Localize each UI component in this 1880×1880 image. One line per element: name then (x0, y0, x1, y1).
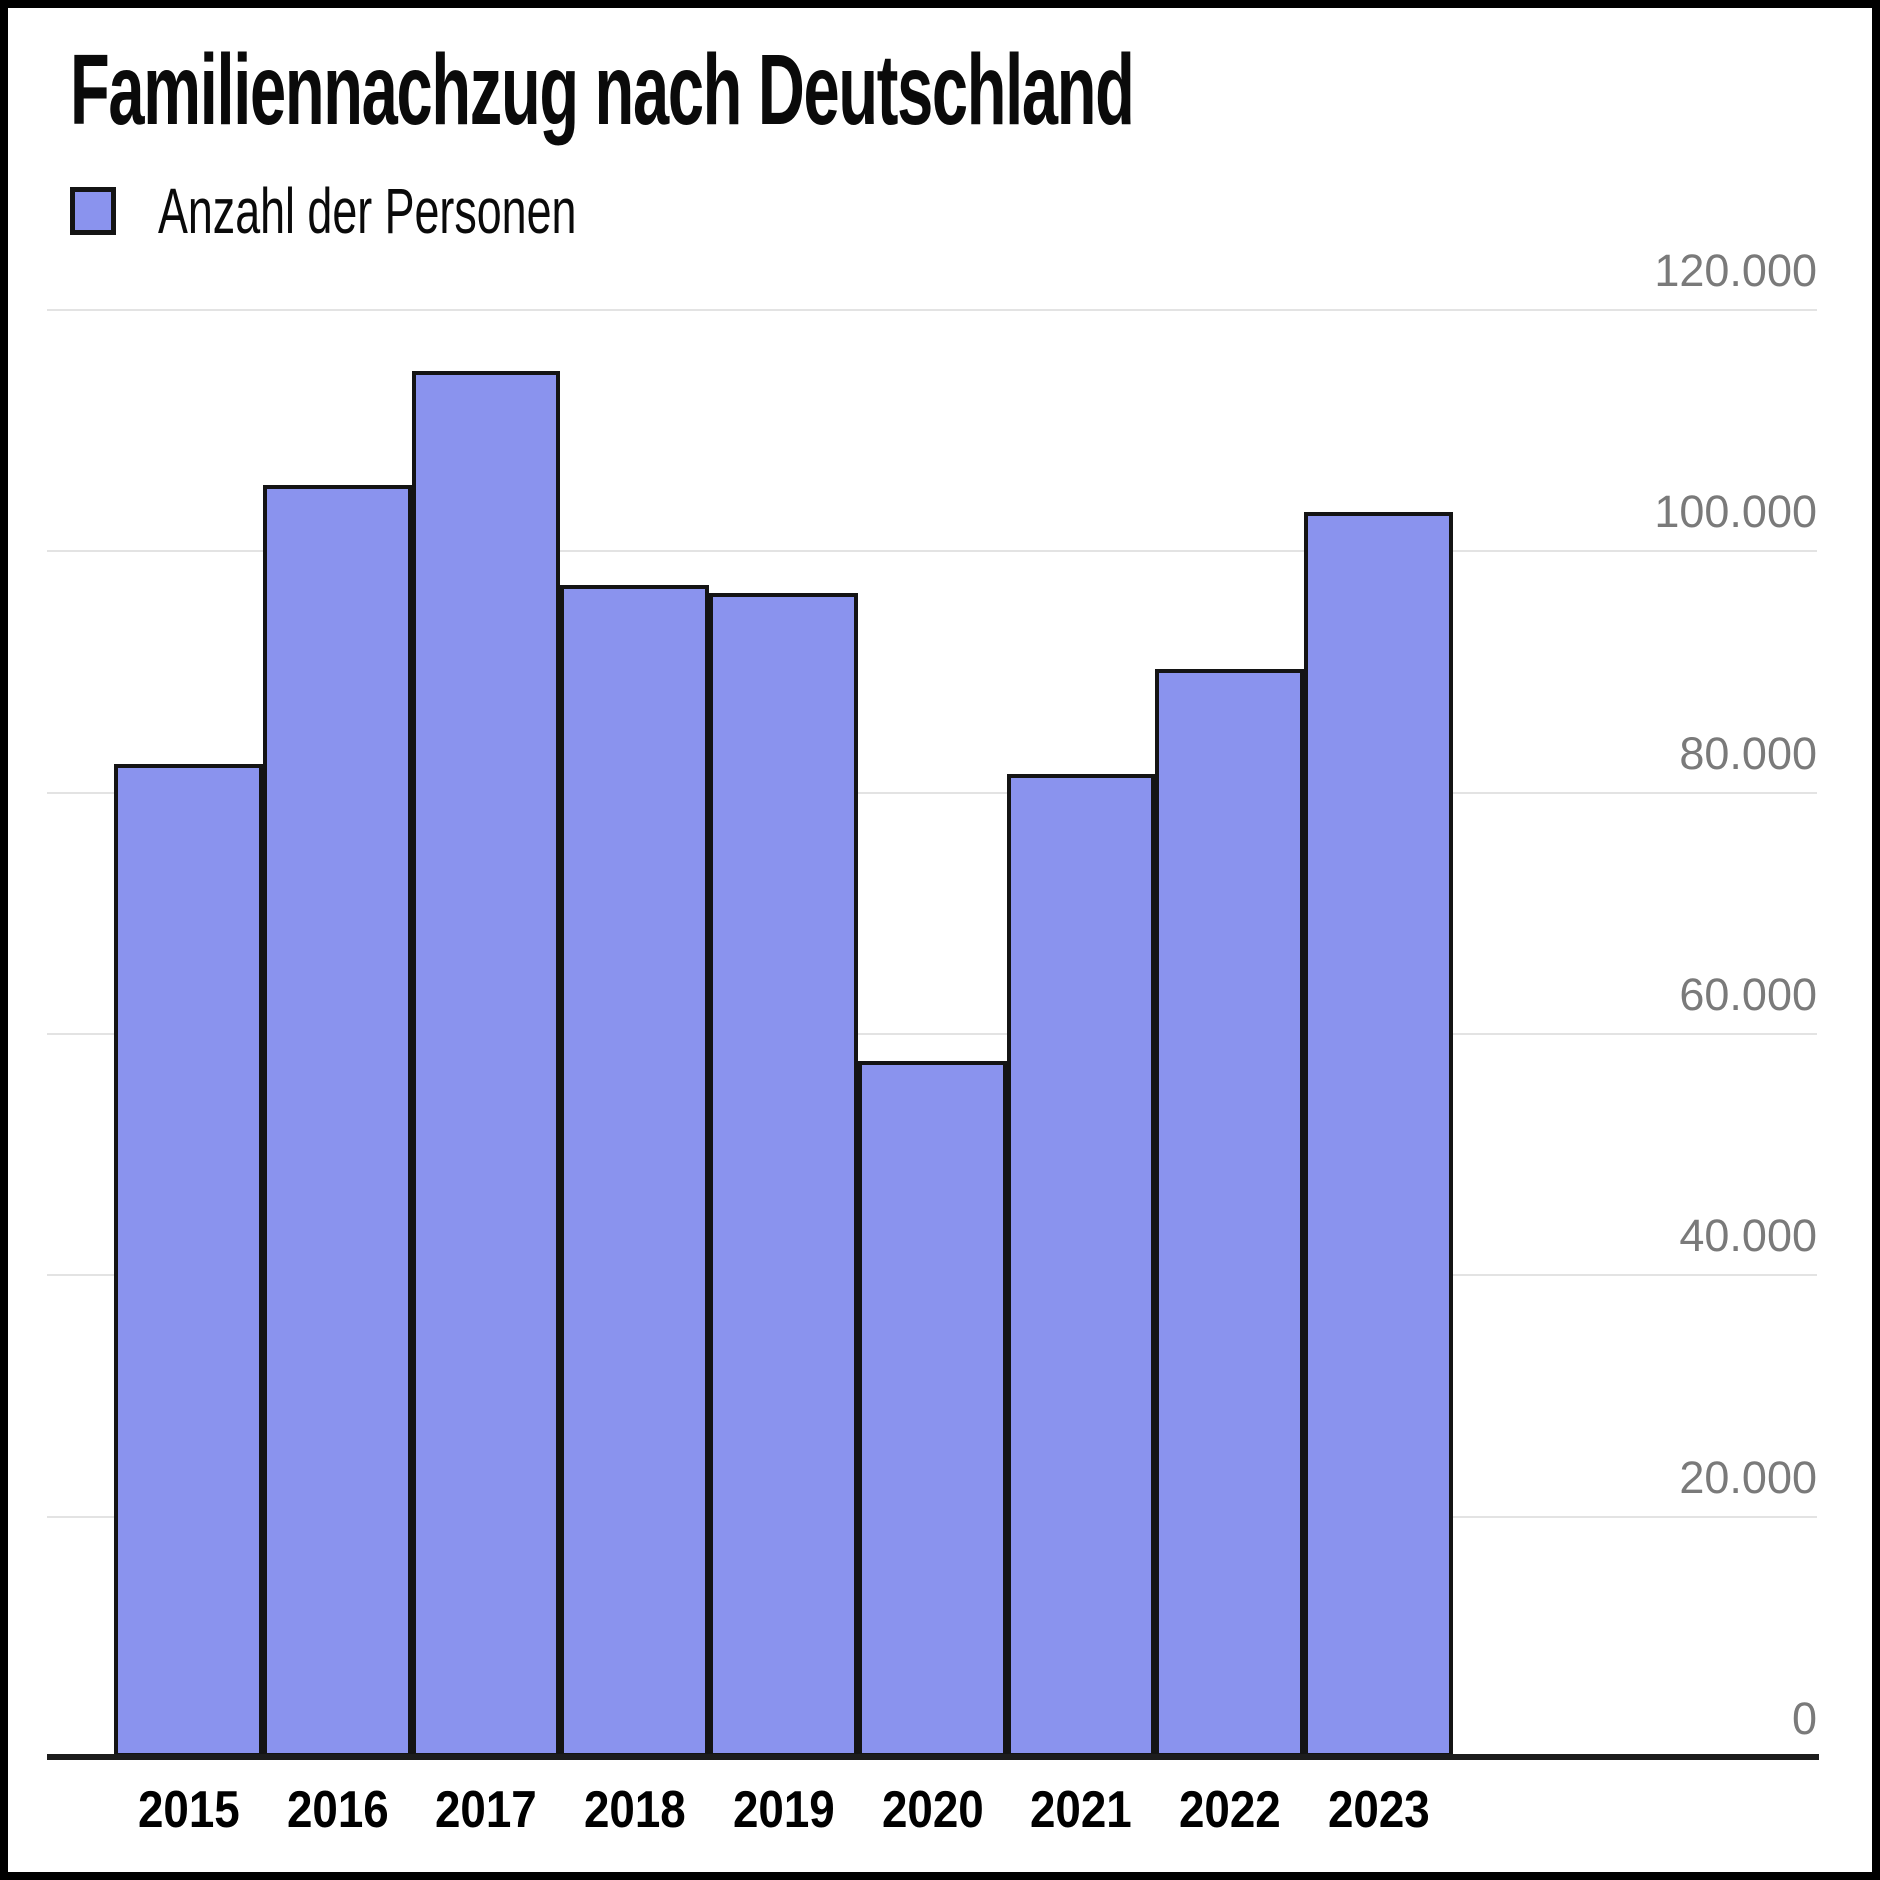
x-tick-label-2021: 2021 (1007, 1782, 1155, 1838)
y-tick-label-0: 0 (1791, 1693, 1817, 1744)
x-tick-text-2022: 2022 (1178, 1781, 1281, 1839)
y-tick-label-80.000: 80.000 (1679, 728, 1817, 779)
gridline-100.000 (47, 550, 1817, 552)
y-tick-label-120.000: 120.000 (1654, 245, 1817, 296)
chart-title-text: Familiennachzug nach Deutschland (70, 34, 1135, 146)
x-tick-text-2021: 2021 (1030, 1781, 1132, 1839)
bar-2020[interactable] (858, 1061, 1007, 1757)
bar-2015[interactable] (114, 764, 263, 1757)
y-tick-label-20.000: 20.000 (1679, 1452, 1817, 1503)
legend-swatch (70, 187, 116, 235)
x-tick-label-2023: 2023 (1304, 1782, 1453, 1838)
x-tick-label-2022: 2022 (1155, 1782, 1304, 1838)
x-axis-line (47, 1754, 1819, 1760)
bar-2016[interactable] (263, 485, 412, 1757)
x-tick-text-2019: 2019 (732, 1781, 835, 1839)
chart-title: Familiennachzug nach Deutschland (70, 38, 1706, 142)
y-tick-label-100.000: 100.000 (1654, 486, 1817, 537)
x-tick-text-2018: 2018 (583, 1781, 686, 1839)
x-tick-text-2020: 2020 (881, 1781, 984, 1839)
bar-2019[interactable] (709, 593, 858, 1757)
legend: Anzahl der Personen (70, 176, 756, 246)
bar-2018[interactable] (560, 585, 709, 1757)
gridline-120.000 (47, 309, 1817, 311)
y-tick-label-40.000: 40.000 (1679, 1210, 1817, 1261)
x-tick-text-2023: 2023 (1327, 1781, 1430, 1839)
x-tick-text-2017: 2017 (435, 1781, 537, 1839)
legend-label: Anzahl der Personen (158, 175, 577, 247)
x-tick-label-2019: 2019 (709, 1782, 858, 1838)
x-tick-text-2015: 2015 (137, 1781, 240, 1839)
gridline-60.000 (47, 1033, 1817, 1035)
bar-2022[interactable] (1155, 669, 1304, 1757)
x-tick-label-2017: 2017 (412, 1782, 560, 1838)
bar-2023[interactable] (1304, 512, 1453, 1757)
x-tick-label-2018: 2018 (560, 1782, 709, 1838)
x-tick-text-2016: 2016 (286, 1781, 389, 1839)
gridline-80.000 (47, 792, 1817, 794)
x-tick-label-2015: 2015 (114, 1782, 263, 1838)
bar-2021[interactable] (1007, 774, 1155, 1757)
y-tick-label-60.000: 60.000 (1679, 969, 1817, 1020)
x-tick-label-2020: 2020 (858, 1782, 1007, 1838)
bar-2017[interactable] (412, 371, 560, 1757)
x-tick-label-2016: 2016 (263, 1782, 412, 1838)
